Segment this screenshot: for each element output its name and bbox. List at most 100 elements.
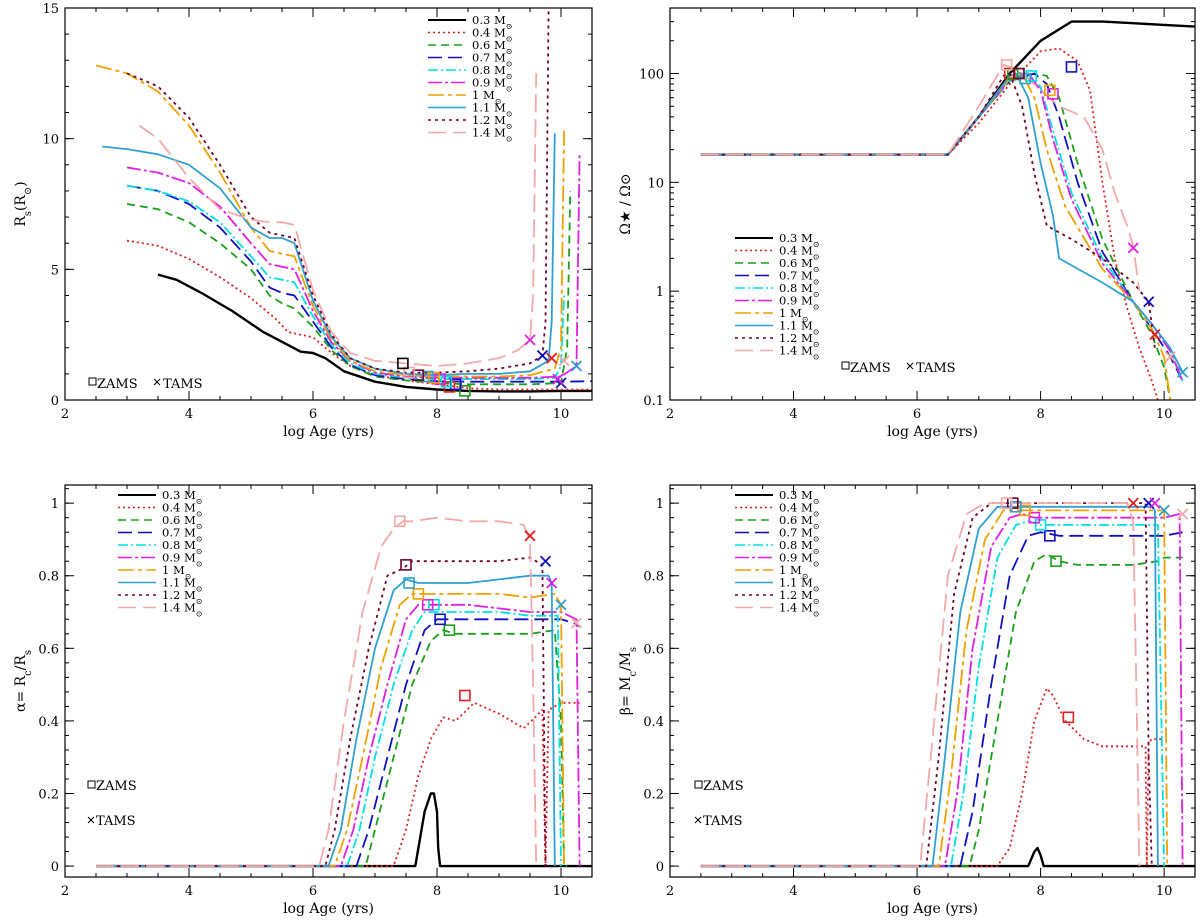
series-line-0p8 — [126, 184, 565, 380]
legend-entry: 0.3 M⊙ — [472, 13, 512, 31]
legend-entry: 0.3 M⊙ — [162, 488, 202, 506]
zams-marker — [421, 598, 434, 611]
series-line-0p4 — [700, 47, 1159, 400]
series-line-1p2 — [126, 8, 550, 374]
series-line-0p7 — [96, 618, 581, 867]
zams-marker — [443, 624, 456, 636]
series-line-0p3 — [157, 273, 592, 393]
x-tick-label: 10 — [553, 407, 570, 422]
series-line-1p4 — [700, 502, 1141, 867]
y-tick-label: 0 — [51, 860, 59, 875]
legend-entry: 1 M⊙ — [779, 306, 809, 324]
x-tick-label: 2 — [61, 884, 69, 899]
x-tick-label: 8 — [1036, 884, 1044, 899]
series-group — [95, 8, 592, 393]
tams-marker — [1149, 497, 1161, 509]
legend-entry: 0.9 M⊙ — [162, 551, 202, 569]
zams-marker — [1034, 519, 1047, 531]
x-tick-label: 10 — [1156, 884, 1173, 899]
zams-marker — [1013, 67, 1025, 80]
series-line-0p6 — [96, 629, 568, 867]
zams-marker — [1006, 68, 1019, 81]
tams-marker — [1177, 366, 1189, 378]
y-tick-label: 10 — [42, 133, 59, 148]
marker-legend: ZAMS TAMS — [87, 779, 137, 829]
legend-entry: 0.9 M⊙ — [779, 294, 819, 312]
zams-marker — [1006, 497, 1019, 509]
series-line-0p9 — [126, 154, 581, 379]
x-tick-label: 2 — [666, 407, 674, 422]
series-line-1p1 — [102, 133, 556, 377]
y-tick-label: 1 — [656, 497, 664, 512]
tams-marker — [1149, 328, 1161, 341]
tams-marker — [524, 334, 536, 346]
plot-frame — [669, 7, 1196, 401]
series-line-1p1 — [96, 574, 556, 867]
y-tick-label: 5 — [51, 263, 59, 278]
tams-legend-marker — [153, 378, 161, 386]
legend-entry: 0.4 M⊙ — [779, 501, 819, 519]
chart-panel-1: 2 4 6 8 10 0 5 10 15 log Age (yrs) Rs(R⊙) 0.3 M⊙0.4… — [13, 2, 593, 440]
series-line-1p2 — [700, 72, 1156, 349]
y-tick-label: 100 — [639, 68, 664, 83]
tams-marker — [546, 352, 558, 364]
x-tick-label: 6 — [913, 407, 921, 422]
tams-marker — [558, 355, 570, 367]
series-line-0p8 — [700, 72, 1184, 382]
x-tick-label: 6 — [309, 884, 317, 899]
tams-marker — [1127, 242, 1139, 254]
tams-marker — [570, 360, 583, 372]
legend-entry: 0.3 M⊙ — [779, 231, 819, 249]
legend-entry: 1 M⊙ — [162, 563, 192, 581]
series-line-0p7 — [700, 531, 1183, 867]
zams-marker — [428, 371, 440, 384]
series-line-1 — [95, 64, 565, 378]
tams-legend-label: TAMS — [96, 814, 136, 829]
zams-legend-label: ZAMS — [97, 377, 138, 392]
y-tick-label: 1 — [656, 285, 664, 300]
series-line-1 — [700, 509, 1169, 867]
legend-entry: 1.4 M⊙ — [472, 126, 512, 144]
zams-marker — [403, 366, 415, 379]
zams-marker — [1044, 530, 1056, 542]
legend-entry: 0.8 M⊙ — [472, 63, 512, 81]
y-tick-label: 10 — [647, 176, 664, 191]
mass-legend: 0.3 M⊙0.4 M⊙0.6 M⊙0.7 M⊙0.8 M⊙0.9 M⊙1 M⊙… — [735, 231, 819, 361]
x-tick-label: 10 — [553, 884, 570, 899]
tams-legend-label: TAMS — [916, 361, 956, 376]
zams-marker — [403, 577, 415, 589]
zams-legend-label: ZAMS — [850, 361, 891, 376]
legend-entry: 1.4 M⊙ — [162, 601, 202, 619]
legend-entry: 0.9 M⊙ — [779, 551, 819, 569]
y-tick-label: 0.6 — [643, 642, 664, 657]
y-tick-label: 0.2 — [38, 788, 59, 803]
series-line-1 — [96, 593, 565, 867]
zams-marker — [1000, 59, 1013, 71]
tams-marker — [552, 373, 564, 385]
tams-marker — [539, 555, 552, 567]
series-line-0p7 — [126, 184, 592, 383]
x-axis-label: log Age (yrs) — [887, 424, 978, 440]
tams-legend-marker — [906, 362, 914, 370]
marker-group — [393, 515, 583, 702]
axis-ticks: 2 4 6 8 10 0 5 10 15 — [42, 2, 593, 422]
mass-legend: 0.3 M⊙0.4 M⊙0.6 M⊙0.7 M⊙0.8 M⊙0.9 M⊙1 M⊙… — [118, 488, 202, 618]
series-group — [700, 20, 1195, 400]
legend-entry: 0.8 M⊙ — [779, 538, 819, 556]
series-line-0p9 — [700, 72, 1184, 382]
series-line-0p4 — [96, 701, 580, 867]
x-axis-label: log Age (yrs) — [283, 901, 374, 917]
zams-marker — [1065, 61, 1078, 73]
zams-marker — [1025, 70, 1038, 82]
legend-entry: 1.4 M⊙ — [779, 344, 819, 362]
chart-panel-3: 2 4 6 8 10 0 0.2 0.4 0.6 0.8 1 log Age (yrs) α= Rc/R… — [13, 484, 593, 917]
tams-marker — [1177, 508, 1189, 520]
tams-legend-marker — [87, 816, 95, 824]
mass-legend: 0.3 M⊙0.4 M⊙0.6 M⊙0.7 M⊙0.8 M⊙0.9 M⊙1 M⊙… — [735, 488, 819, 618]
legend-entry: 0.6 M⊙ — [779, 513, 819, 531]
legend-entry: 0.3 M⊙ — [779, 488, 819, 506]
legend-entry: 1.2 M⊙ — [472, 113, 512, 131]
zams-marker — [1047, 88, 1059, 100]
legend-entry: 0.6 M⊙ — [472, 38, 512, 56]
